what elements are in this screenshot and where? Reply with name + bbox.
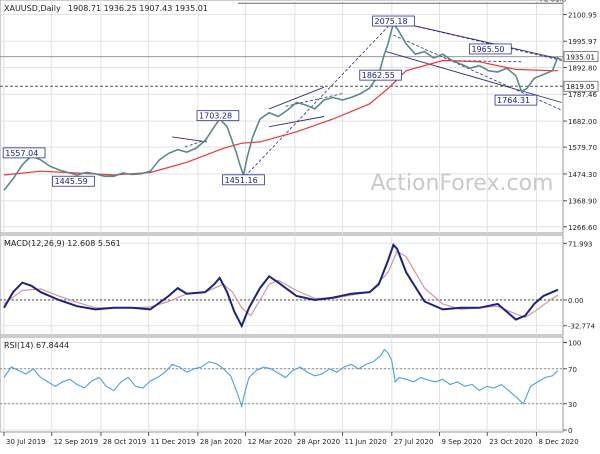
x-tick-label: 12 Mar 2020 bbox=[248, 438, 292, 446]
x-tick-label: 28 Apr 2020 bbox=[297, 438, 340, 446]
trendline bbox=[269, 116, 325, 128]
y-tick-label: 30 bbox=[568, 401, 577, 409]
trendline bbox=[268, 86, 325, 110]
price-lines bbox=[172, 20, 562, 181]
price-annotation-box bbox=[359, 69, 402, 81]
price-annotation-label: 1862.55 bbox=[362, 71, 395, 80]
dashed-trendline bbox=[393, 34, 562, 111]
price-header-ohlc: 1908.71 1936.25 1907.43 1935.01 bbox=[68, 4, 208, 13]
last-price-tag bbox=[563, 51, 599, 63]
y-tick-label: 70 bbox=[568, 366, 577, 374]
y-tick-label: 1787.46 bbox=[568, 91, 597, 99]
y-tick-label: 1892.80 bbox=[568, 64, 597, 72]
ma-level-tag bbox=[563, 80, 599, 92]
price-series bbox=[3, 21, 559, 191]
y-tick-label: 1474.30 bbox=[568, 171, 597, 179]
x-tick-label: 12 Sep 2019 bbox=[54, 438, 98, 446]
y-tick-label: 1579.70 bbox=[568, 144, 597, 152]
rsi-panel: RSI(14) 67.8444 bbox=[0, 336, 564, 433]
price-annotation-label: 1703.28 bbox=[199, 112, 232, 121]
moving-average-line bbox=[3, 59, 558, 176]
price-annotation-label: 1451.16 bbox=[225, 176, 258, 185]
x-tick-label: 28 Jan 2020 bbox=[200, 438, 242, 446]
y-tick-label: 1682.00 bbox=[568, 118, 597, 126]
rsi-line bbox=[3, 348, 559, 409]
y-tick-label: 1995.97 bbox=[568, 38, 597, 46]
rsi-header: RSI(14) 67.8444 bbox=[4, 341, 69, 350]
fe-61-8-label: FE 61.8 bbox=[540, 0, 566, 3]
price-panel: ActionForex.com FE 61.8 1557.04 1445.59 17… bbox=[0, 0, 566, 234]
y-tick-label: 1368.90 bbox=[568, 198, 597, 206]
price-line bbox=[3, 21, 559, 191]
price-levels: FE 61.8 bbox=[0, 0, 566, 87]
price-annotation-label: 1764.31 bbox=[497, 96, 530, 105]
price-grid bbox=[0, 0, 563, 233]
x-tick-label: 11 Jun 2020 bbox=[345, 438, 387, 446]
y-tick-label: 71.993 bbox=[568, 240, 593, 248]
price-annotation-box bbox=[196, 110, 240, 122]
macd-header: MACD(12,26,9) 12.608 5.561 bbox=[4, 239, 121, 248]
dashed-trendline bbox=[393, 20, 562, 61]
price-annotation-label: 1557.04 bbox=[5, 149, 38, 158]
trendline bbox=[385, 51, 562, 103]
price-header-symbol: XAUUSD,Daily bbox=[4, 4, 61, 13]
last-price-tag-label: 1935.01 bbox=[566, 54, 595, 62]
watermark: ActionForex.com bbox=[371, 171, 554, 196]
x-tick-label: 23 Oct 2020 bbox=[489, 438, 532, 446]
price-annotation-label: 1445.59 bbox=[55, 177, 88, 186]
macd-line bbox=[3, 243, 559, 329]
price-annotation-box bbox=[222, 174, 265, 186]
trendline bbox=[172, 136, 208, 143]
price-annotation-box bbox=[494, 94, 538, 106]
dashed-trendline bbox=[184, 139, 208, 148]
price-y-axis: 2100.95 1995.97 1892.80 1787.46 1682.00 1579.… bbox=[563, 11, 599, 232]
price-annotation-box bbox=[469, 43, 512, 55]
y-tick-label: 0.00 bbox=[568, 297, 584, 305]
x-tick-label: 11 Dec 2019 bbox=[151, 438, 196, 446]
x-tick-label: 8 Dec 2020 bbox=[538, 438, 578, 446]
price-annotation-box bbox=[52, 175, 95, 187]
trendline bbox=[393, 20, 562, 60]
rsi-series bbox=[0, 348, 563, 409]
y-tick-label: 2100.95 bbox=[568, 11, 597, 19]
y-tick-label: 0 bbox=[568, 427, 572, 435]
price-annotation-box bbox=[2, 147, 46, 159]
rsi-y-axis: 100 70 30 0 bbox=[563, 340, 581, 435]
x-axis: 30 Jul 2019 12 Sep 2019 28 Oct 2019 11 Dec … bbox=[3, 432, 579, 446]
price-annotation-box bbox=[372, 15, 415, 27]
x-tick-label: 30 Jul 2019 bbox=[6, 438, 46, 446]
dashed-trendline bbox=[241, 20, 394, 181]
macd-panel: MACD(12,26,9) 12.608 5.561 bbox=[0, 234, 564, 336]
macd-y-axis: 71.993 0.00 -32.774 bbox=[563, 240, 596, 331]
x-tick-label: 9 Sep 2020 bbox=[442, 438, 482, 446]
price-annotation-label: 2075.18 bbox=[375, 17, 408, 26]
macd-series bbox=[0, 243, 563, 329]
x-tick-label: 28 Oct 2019 bbox=[103, 438, 146, 446]
y-tick-label: -32.774 bbox=[568, 323, 596, 331]
price-annotation-label: 1965.50 bbox=[471, 45, 504, 54]
x-tick-label: 27 Jul 2020 bbox=[394, 438, 434, 446]
y-tick-label: 1266.60 bbox=[568, 224, 597, 232]
price-annotations: 1557.04 1445.59 1703.28 1451.16 2075.18 1862.… bbox=[2, 15, 538, 187]
ma-level-tag-label: 1819.05 bbox=[566, 83, 595, 91]
y-tick-label: 100 bbox=[568, 340, 581, 348]
